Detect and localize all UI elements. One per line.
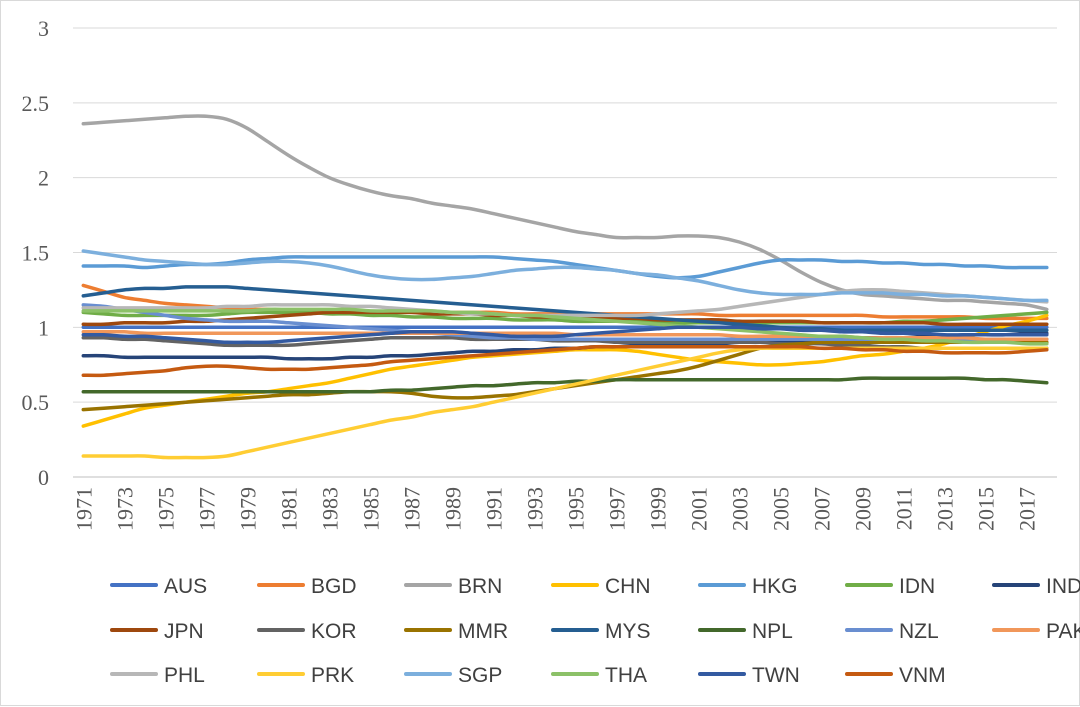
legend-label-chn: CHN [605,575,651,598]
x-axis: 1971 1973 1975 1977 1979 1981 1983 1985 1987 1989… [71,487,1039,531]
legend-label-sgp: SGP [458,664,502,687]
y-tick-label: 2.5 [22,91,50,116]
legend-label-npl: NPL [752,620,793,643]
legend-label-bgd: BGD [311,575,357,598]
x-tick-label: 1997 [604,487,629,531]
x-tick-label: 1983 [317,487,342,531]
legend-label-ind: IND [1046,575,1080,598]
x-tick-label: 2017 [1014,487,1039,531]
legend-label-mys: MYS [605,620,651,643]
series-line-tha [81,307,1049,346]
x-tick-label: 1971 [71,487,96,531]
legend-label-brn: BRN [458,575,502,598]
series-line-hkg [81,255,1049,280]
series-line-vnm [81,344,1049,378]
legend-label-phl: PHL [164,664,205,687]
x-tick-label: 1981 [276,487,301,531]
y-tick-label: 2 [38,166,49,191]
x-tick-label: 1993 [522,487,547,531]
legend-label-tha: THA [605,664,647,687]
x-tick-label: 1999 [645,487,670,531]
y-tick-label: 0 [38,465,49,490]
series-lines [81,114,1049,460]
x-tick-label: 1985 [358,487,383,531]
x-tick-label: 1979 [235,487,260,531]
x-tick-label: 1975 [153,487,178,531]
x-tick-label: 2015 [973,487,998,531]
legend-label-prk: PRK [311,664,354,687]
y-tick-label: 3 [38,16,49,41]
x-tick-label: 2005 [768,487,793,531]
series-line-phl [81,288,1049,318]
gridlines [73,27,1057,478]
legend-label-kor: KOR [311,620,357,643]
y-tick-label: 1.5 [22,241,50,266]
y-tick-label: 1 [38,315,49,340]
x-tick-label: 2009 [850,487,875,531]
series-line-mys [81,285,1049,333]
legend-label-vnm: VNM [899,664,946,687]
legend-label-mmr: MMR [458,620,508,643]
x-tick-label: 1991 [481,487,506,531]
x-tick-label: 1977 [194,487,219,531]
x-tick-label: 1973 [112,487,137,531]
legend-label-jpn: JPN [164,620,204,643]
x-tick-label: 2003 [727,487,752,531]
legend-label-idn: IDN [899,575,935,598]
series-line-npl [81,376,1049,394]
legend-label-pak: PAK [1046,620,1080,643]
legend-label-nzl: NZL [899,620,939,643]
x-tick-label: 1989 [440,487,465,531]
x-tick-label: 2011 [891,487,916,530]
x-tick-label: 2007 [809,487,834,531]
legend-label-twn: TWN [752,664,800,687]
y-tick-label: 0.5 [22,390,50,415]
x-tick-label: 1987 [399,487,424,531]
x-tick-label: 2013 [932,487,957,531]
series-line-sgp [81,249,1049,303]
legend-label-hkg: HKG [752,575,798,598]
legend: AUS BGD BRN CHN HKG IDN IND JPN KOR MMR MYS NPL NZL P… [110,575,1080,687]
series-line-brn [81,114,1049,312]
y-axis: 0 0.5 1 1.5 2 2.5 3 [22,16,50,490]
x-tick-label: 2001 [686,487,711,531]
x-tick-label: 1995 [563,487,588,531]
series-line-twn [81,325,1049,345]
legend-label-aus: AUS [164,575,207,598]
